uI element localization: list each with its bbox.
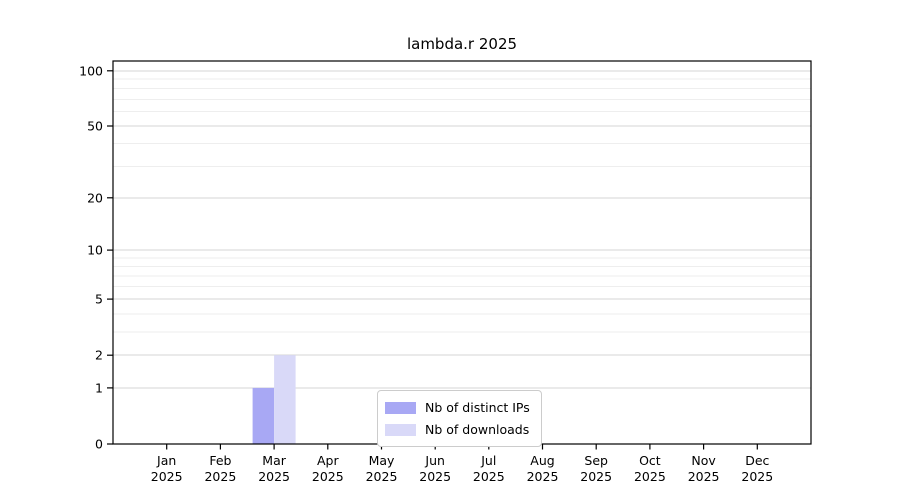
- y-tick-label-1: 1: [95, 380, 103, 395]
- x-tick-label-month-dec: Dec: [745, 453, 769, 468]
- x-tick-label-month-feb: Feb: [209, 453, 231, 468]
- x-tick-label-year-apr: 2025: [312, 469, 344, 484]
- legend-item-downloads: Nb of downloads: [385, 420, 530, 439]
- x-tick-label-month-jun: Jun: [424, 453, 445, 468]
- y-tick-label-100: 100: [79, 63, 103, 78]
- x-tick-label-year-nov: 2025: [688, 469, 720, 484]
- y-tick-label-10: 10: [87, 243, 103, 258]
- x-tick-label-year-dec: 2025: [741, 469, 773, 484]
- x-tick-label-month-oct: Oct: [639, 453, 661, 468]
- x-tick-label-year-feb: 2025: [204, 469, 236, 484]
- bar-nb-of-distinct-ips-mar-2025: [252, 387, 275, 444]
- x-tick-label-month-apr: Apr: [317, 453, 339, 468]
- x-tick-label-year-jun: 2025: [419, 469, 451, 484]
- legend-label-distinct-ips: Nb of distinct IPs: [425, 400, 530, 415]
- x-tick-label-month-mar: Mar: [262, 453, 286, 468]
- x-tick-label-year-jan: 2025: [151, 469, 183, 484]
- legend-swatch-downloads: [385, 423, 416, 436]
- x-tick-label-year-jul: 2025: [473, 469, 505, 484]
- x-tick-label-year-oct: 2025: [634, 469, 666, 484]
- y-tick-label-5: 5: [95, 292, 103, 307]
- y-tick-label-20: 20: [87, 190, 103, 205]
- x-tick-label-year-sep: 2025: [580, 469, 612, 484]
- y-tick-label-2: 2: [95, 348, 103, 363]
- y-tick-label-0: 0: [95, 437, 103, 452]
- legend-label-downloads: Nb of downloads: [425, 422, 530, 437]
- plot-border: [112, 60, 812, 445]
- x-tick-label-year-may: 2025: [366, 469, 398, 484]
- x-tick-label-year-aug: 2025: [527, 469, 559, 484]
- x-tick-label-month-jan: Jan: [156, 453, 176, 468]
- x-tick-label-month-may: May: [369, 453, 395, 468]
- x-tick-label-month-sep: Sep: [584, 453, 608, 468]
- x-tick-label-month-jul: Jul: [480, 453, 496, 468]
- x-tick-label-year-mar: 2025: [258, 469, 290, 484]
- chart-legend: Nb of distinct IPs Nb of downloads: [377, 390, 542, 447]
- legend-item-distinct-ips: Nb of distinct IPs: [385, 398, 530, 417]
- chart-title: lambda.r 2025: [406, 35, 518, 53]
- x-tick-label-month-aug: Aug: [530, 453, 554, 468]
- bar-nb-of-downloads-mar-2025: [274, 355, 296, 444]
- y-tick-label-50: 50: [87, 119, 103, 134]
- legend-swatch-distinct-ips: [385, 401, 416, 414]
- x-tick-label-month-nov: Nov: [691, 453, 716, 468]
